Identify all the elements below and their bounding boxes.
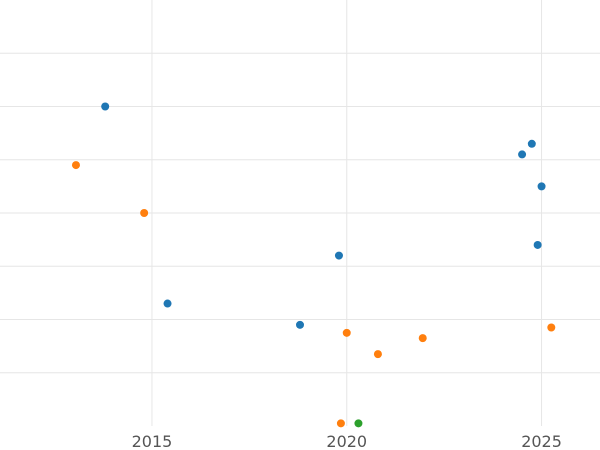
x-tick-labels: 2015 2020 2025 [132,432,562,450]
data-point-s2-0 [354,419,363,428]
data-point-s1-3 [342,328,351,337]
data-point-s0-4 [518,150,527,159]
data-point-s0-6 [537,182,546,191]
data-point-s1-0 [71,161,80,170]
data-point-s0-1 [163,299,172,308]
x-tick-label-2020: 2020 [326,432,367,450]
data-point-s1-5 [418,334,427,343]
data-point-s0-0 [101,102,110,111]
x-tick-label-2025: 2025 [521,432,562,450]
x-tick-label-2015: 2015 [132,432,173,450]
data-point-s1-6 [547,323,556,332]
data-point-s1-1 [140,209,149,217]
y-grid-lines [0,52,600,374]
data-point-s1-2 [336,419,345,428]
data-point-s0-5 [527,139,536,148]
data-point-s0-3 [334,251,343,260]
data-points [71,102,556,428]
data-point-s0-2 [296,320,304,329]
data-point-s0-7 [533,240,542,249]
data-point-s1-4 [373,350,382,359]
